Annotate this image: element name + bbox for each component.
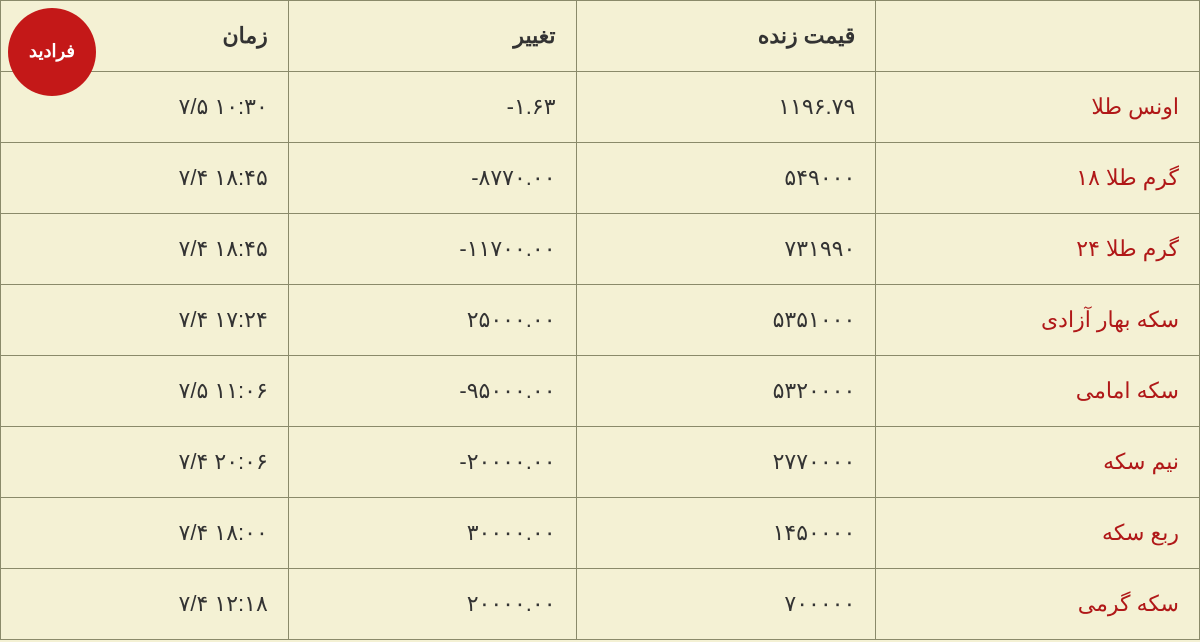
row-price: ۲۷۷۰۰۰۰ — [576, 427, 876, 498]
row-time: ۱۷:۲۴ ۷/۴ — [1, 285, 289, 356]
table-row: گرم طلا ۱۸ ۵۴۹۰۰۰ ۸۷۷۰.۰۰- ۱۸:۴۵ ۷/۴ — [1, 143, 1200, 214]
row-price: ۷۳۱۹۹۰ — [576, 214, 876, 285]
row-change: ۹۵۰۰۰.۰۰- — [288, 356, 576, 427]
row-name: اونس طلا — [876, 72, 1200, 143]
row-price: ۷۰۰۰۰۰ — [576, 569, 876, 640]
table-row: اونس طلا ۱۱۹۶.۷۹ ۱.۶۳- ۱۰:۳۰ ۷/۵ — [1, 72, 1200, 143]
table-row: سکه امامی ۵۳۲۰۰۰۰ ۹۵۰۰۰.۰۰- ۱۱:۰۶ ۷/۵ — [1, 356, 1200, 427]
header-change: تغییر — [288, 1, 576, 72]
row-name: سکه امامی — [876, 356, 1200, 427]
row-price: ۵۴۹۰۰۰ — [576, 143, 876, 214]
row-time: ۱۲:۱۸ ۷/۴ — [1, 569, 289, 640]
row-change: ۲۰۰۰۰.۰۰- — [288, 427, 576, 498]
row-time: ۲۰:۰۶ ۷/۴ — [1, 427, 289, 498]
row-change: ۲۰۰۰۰.۰۰ — [288, 569, 576, 640]
row-time: ۱۸:۴۵ ۷/۴ — [1, 214, 289, 285]
row-time: ۱۱:۰۶ ۷/۵ — [1, 356, 289, 427]
row-change: ۸۷۷۰.۰۰- — [288, 143, 576, 214]
header-name — [876, 1, 1200, 72]
row-change: ۳۰۰۰۰.۰۰ — [288, 498, 576, 569]
row-price: ۱۱۹۶.۷۹ — [576, 72, 876, 143]
row-price: ۵۳۵۱۰۰۰ — [576, 285, 876, 356]
row-name: ربع سکه — [876, 498, 1200, 569]
row-name: گرم طلا ۲۴ — [876, 214, 1200, 285]
table-body: اونس طلا ۱۱۹۶.۷۹ ۱.۶۳- ۱۰:۳۰ ۷/۵ گرم طلا… — [1, 72, 1200, 640]
row-name: گرم طلا ۱۸ — [876, 143, 1200, 214]
row-name: نیم سکه — [876, 427, 1200, 498]
row-price: ۱۴۵۰۰۰۰ — [576, 498, 876, 569]
price-table: قیمت زنده تغییر زمان اونس طلا ۱۱۹۶.۷۹ ۱.… — [0, 0, 1200, 640]
row-name: سکه بهار آزادی — [876, 285, 1200, 356]
header-price: قیمت زنده — [576, 1, 876, 72]
row-name: سکه گرمی — [876, 569, 1200, 640]
row-change: ۲۵۰۰۰.۰۰ — [288, 285, 576, 356]
table-row: گرم طلا ۲۴ ۷۳۱۹۹۰ ۱۱۷۰۰.۰۰- ۱۸:۴۵ ۷/۴ — [1, 214, 1200, 285]
table-row: سکه بهار آزادی ۵۳۵۱۰۰۰ ۲۵۰۰۰.۰۰ ۱۷:۲۴ ۷/… — [1, 285, 1200, 356]
price-table-container: قیمت زنده تغییر زمان اونس طلا ۱۱۹۶.۷۹ ۱.… — [0, 0, 1200, 642]
table-row: نیم سکه ۲۷۷۰۰۰۰ ۲۰۰۰۰.۰۰- ۲۰:۰۶ ۷/۴ — [1, 427, 1200, 498]
row-time: ۱۸:۰۰ ۷/۴ — [1, 498, 289, 569]
row-price: ۵۳۲۰۰۰۰ — [576, 356, 876, 427]
table-header-row: قیمت زنده تغییر زمان — [1, 1, 1200, 72]
table-row: ربع سکه ۱۴۵۰۰۰۰ ۳۰۰۰۰.۰۰ ۱۸:۰۰ ۷/۴ — [1, 498, 1200, 569]
logo-text: فرادید — [29, 42, 75, 62]
table-row: سکه گرمی ۷۰۰۰۰۰ ۲۰۰۰۰.۰۰ ۱۲:۱۸ ۷/۴ — [1, 569, 1200, 640]
logo-badge: فرادید — [8, 8, 96, 96]
row-time: ۱۸:۴۵ ۷/۴ — [1, 143, 289, 214]
row-change: ۱.۶۳- — [288, 72, 576, 143]
row-change: ۱۱۷۰۰.۰۰- — [288, 214, 576, 285]
